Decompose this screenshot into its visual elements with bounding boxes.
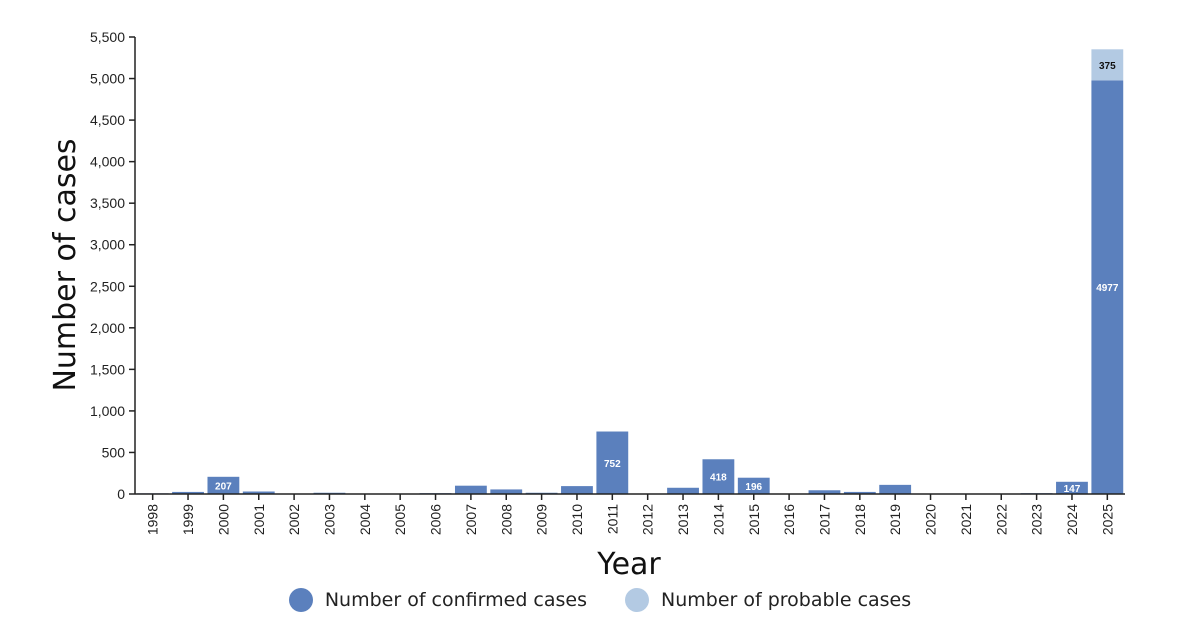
x-tick-label: 2000	[215, 504, 231, 535]
x-tick-label: 2024	[1064, 504, 1080, 535]
bar-confirmed-2011[interactable]	[596, 431, 629, 494]
y-tick-label: 4,000	[90, 154, 125, 170]
legend-item-probable[interactable]: Number of probable cases	[625, 588, 911, 612]
legend-swatch-confirmed	[288, 588, 313, 612]
x-tick-label: 2015	[746, 504, 762, 535]
x-tick-label: 2004	[357, 504, 373, 535]
x-tick-label: 2025	[1099, 504, 1115, 535]
x-tick-label: 2014	[710, 504, 726, 535]
x-tick-label: 2011	[604, 504, 620, 534]
legend-item-confirmed[interactable]: Number of confirmed cases	[288, 588, 587, 612]
x-axis: 1998 1999 2000 2001 2002 2003 2004 2005 2006 2007…	[135, 493, 1125, 535]
bar-confirmed-2018[interactable]	[843, 491, 876, 494]
bar-confirmed-2015[interactable]	[737, 477, 770, 494]
legend-label-confirmed: Number of confirmed cases	[324, 589, 587, 611]
x-tick-label: 2019	[887, 504, 903, 535]
bar-probable-2025[interactable]	[1091, 49, 1124, 81]
bar-confirmed-2013[interactable]	[667, 487, 699, 494]
y-tick-label: 500	[102, 444, 126, 460]
bar-label-confirmed-2011: 752	[604, 459, 621, 470]
x-tick-label: 2021	[958, 504, 974, 535]
bar-confirmed-2000[interactable]	[207, 476, 240, 494]
y-axis-title: Number of cases	[48, 138, 83, 391]
bar-confirmed-2008[interactable]	[490, 489, 523, 494]
y-tick-label: 3,000	[90, 237, 125, 253]
x-tick-label: 2022	[993, 504, 1009, 535]
y-axis: 0 500 1,000 1,500 2,000 2,500 3,000 3,500 4,000 4…	[90, 29, 136, 502]
bar-confirmed-2025[interactable]	[1091, 80, 1124, 494]
y-tick-label: 3,500	[90, 195, 125, 211]
bar-label-confirmed-2024: 147	[1064, 484, 1081, 495]
x-axis-title: Year	[596, 547, 661, 580]
y-tick-label: 2,500	[90, 278, 125, 294]
x-tick-label: 2006	[428, 504, 444, 535]
bar-confirmed-2014[interactable]	[702, 459, 735, 494]
legend-label-probable: Number of probable cases	[661, 589, 912, 611]
y-tick-label: 1,500	[90, 361, 125, 377]
x-tick-label: 2007	[463, 504, 479, 535]
x-tick-label: 2010	[569, 504, 585, 535]
x-tick-label: 2017	[816, 504, 832, 535]
bar-confirmed-2019[interactable]	[879, 484, 912, 494]
bar-chart: 207 752 418 196 147 4977 375 0 500 1,000 1,500 2,0…	[48, 29, 1125, 580]
x-tick-label: 2016	[781, 504, 797, 535]
x-tick-label: 2020	[923, 504, 939, 535]
bar-confirmed-2017[interactable]	[808, 490, 841, 494]
x-tick-label: 1998	[145, 504, 161, 535]
x-tick-label: 2008	[498, 504, 514, 535]
legend-swatch-probable	[625, 588, 649, 612]
y-tick-label: 1,000	[90, 403, 125, 419]
x-tick-label: 2009	[534, 504, 550, 535]
bar-labels-group: 207 752 418 196 147 4977 375	[215, 61, 1119, 495]
x-tick-label: 1999	[180, 504, 196, 535]
y-tick-label: 0	[117, 486, 125, 502]
bar-confirmed-2010[interactable]	[561, 486, 593, 494]
bar-confirmed-2007[interactable]	[454, 485, 487, 494]
bar-label-confirmed-2000: 207	[215, 481, 232, 492]
y-tick-label: 2,000	[90, 320, 125, 336]
y-tick-label: 4,500	[90, 112, 125, 128]
bar-confirmed-2001[interactable]	[242, 491, 275, 494]
x-tick-label: 2002	[286, 504, 302, 535]
bar-label-confirmed-2014: 418	[710, 473, 727, 484]
legend: Number of confirmed cases Number of prob…	[0, 580, 1200, 620]
bar-label-probable-2025: 375	[1099, 61, 1116, 72]
bar-label-confirmed-2015: 196	[745, 482, 762, 493]
x-tick-label: 2012	[640, 504, 656, 535]
x-tick-label: 2003	[321, 504, 337, 535]
x-tick-label: 2001	[251, 504, 267, 535]
y-tick-label: 5,000	[90, 71, 125, 87]
x-tick-label: 2005	[392, 504, 408, 535]
x-tick-label: 2018	[852, 504, 868, 535]
x-tick-label: 2023	[1029, 504, 1045, 535]
bars-group	[136, 49, 1124, 494]
bar-confirmed-1999[interactable]	[172, 491, 204, 494]
bar-confirmed-2024[interactable]	[1056, 481, 1088, 494]
x-tick-label: 2013	[675, 504, 691, 535]
y-tick-label: 5,500	[90, 29, 125, 45]
bar-label-confirmed-2025: 4977	[1096, 283, 1119, 294]
